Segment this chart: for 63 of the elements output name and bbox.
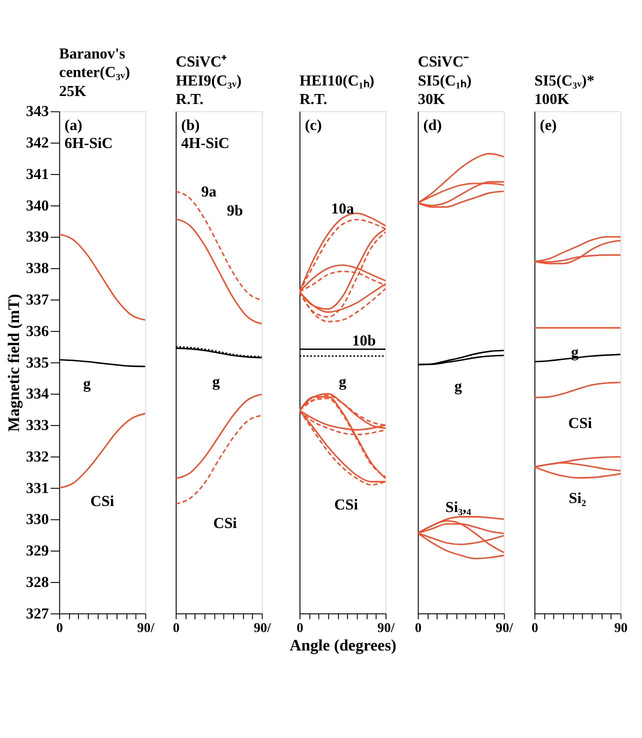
text: HEI9(C₃ᵥ) xyxy=(176,72,242,90)
annotation: Si₂ xyxy=(568,490,587,508)
annotation: 9a xyxy=(201,183,217,200)
x-tick-label: 90/ xyxy=(496,620,514,635)
y-tick-label: 340 xyxy=(26,197,50,214)
text: 25K xyxy=(59,83,86,100)
annotation: g xyxy=(212,374,220,391)
text: CSiVC⁻ xyxy=(418,53,469,70)
text: SI5(C₃ᵥ)* xyxy=(534,72,594,90)
annotation: g xyxy=(83,375,92,392)
annotation: 10b xyxy=(352,332,376,350)
annotation: g xyxy=(338,374,347,391)
annotation: 4H-SiC xyxy=(181,135,230,152)
y-tick-label: 338 xyxy=(26,260,50,278)
annotation: CSi xyxy=(213,515,238,532)
text: Baranov's xyxy=(59,45,126,62)
text: 100K xyxy=(534,91,570,108)
annotation: (b) xyxy=(181,117,200,134)
annotation: CSi xyxy=(568,414,593,432)
annotation: CSi xyxy=(90,492,115,510)
x-tick-label: 90/ xyxy=(137,620,155,635)
y-tick-label: 332 xyxy=(26,448,49,466)
text: HEI10(C₁ₕ) xyxy=(299,72,374,90)
y-tick-label: 341 xyxy=(26,166,49,183)
annotation: (a) xyxy=(64,117,82,134)
annotation: (c) xyxy=(304,117,322,134)
y-tick-label: 343 xyxy=(26,103,50,120)
y-tick-label: 334 xyxy=(26,386,50,403)
x-tick-label: 90/ xyxy=(377,620,395,635)
y-tick-label: 328 xyxy=(26,574,50,591)
text: center(C₃ᵥ) xyxy=(59,64,130,82)
y-tick-label: 337 xyxy=(26,292,50,309)
annotation: CSi xyxy=(334,496,359,514)
y-tick-label: 327 xyxy=(26,605,50,622)
y-tick-label: 329 xyxy=(26,542,50,560)
text: SI5(C₁ₕ) xyxy=(418,72,472,90)
x-tick-label: 0 xyxy=(296,620,304,635)
y-tick-label: 336 xyxy=(26,322,50,340)
y-tick-label: 339 xyxy=(26,228,50,246)
x-tick-label: 0 xyxy=(414,620,422,635)
y-tick-label: 335 xyxy=(26,354,50,372)
annotation: Si₃,₄ xyxy=(445,499,472,516)
x-tick-label: 0 xyxy=(531,620,538,635)
x-tick-label: 90/ xyxy=(254,620,272,635)
x-tick-label: 0 xyxy=(172,620,180,635)
y-tick-label: 331 xyxy=(26,480,49,497)
y-axis-title: Magnetic field (mT) xyxy=(6,294,23,432)
text: R.T. xyxy=(176,91,204,108)
y-tick-label: 342 xyxy=(26,134,49,152)
annotation: (d) xyxy=(423,117,442,134)
text: CSiVC⁺ xyxy=(176,53,226,70)
text: 30K xyxy=(418,91,445,108)
annotation: 6H-SiC xyxy=(64,135,113,152)
annotation: 10a xyxy=(331,200,354,218)
annotation: 9b xyxy=(226,202,243,220)
x-tick-label: 90 xyxy=(614,620,628,635)
text: R.T. xyxy=(299,91,328,108)
x-tick-label: 0 xyxy=(56,620,64,635)
annotation: (e) xyxy=(540,117,557,134)
y-tick-label: 333 xyxy=(26,417,50,434)
x-axis-title: Angle (degrees) xyxy=(290,638,396,655)
annotation: g xyxy=(454,378,462,396)
y-tick-label: 330 xyxy=(26,511,50,528)
